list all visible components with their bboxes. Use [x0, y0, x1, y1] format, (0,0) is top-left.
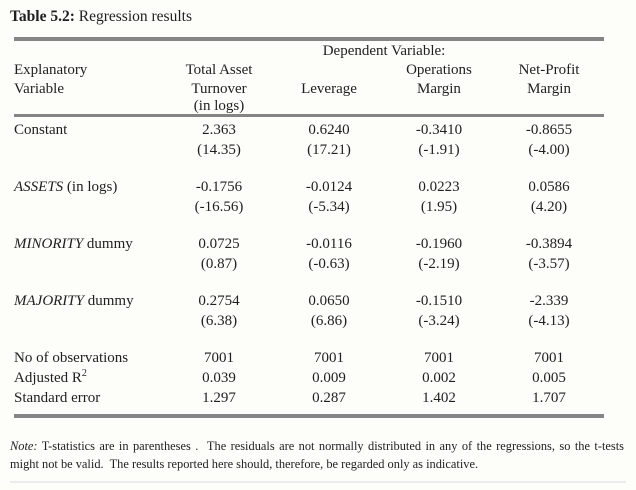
empty-cell [274, 61, 384, 80]
tstat-cell: (-4.13) [528, 313, 570, 329]
table-row: (6.38) (6.86) (-3.24) (-4.13) [14, 311, 604, 331]
empty-cell [14, 197, 164, 217]
stats-row: Adjusted R2 0.039 0.009 0.002 0.005 [14, 368, 604, 388]
coef-cell: 0.0650 [308, 293, 350, 309]
empty-cell [14, 39, 164, 61]
col-header-operations: Operations [406, 62, 472, 78]
table-note: Note: T-statistics are in parentheses . … [10, 437, 624, 473]
tstat-cell: (1.95) [420, 199, 458, 215]
table-row: Constant 2.363 0.6240 -0.3410 -0.8655 [14, 120, 604, 140]
tstat-cell: (6.86) [310, 313, 348, 329]
stat-value-cell: 7001 [204, 350, 234, 366]
row-label-constant: Constant [14, 122, 68, 138]
note-text: T-statistics are in parentheses . The re… [10, 439, 624, 471]
table-row: (-16.56) (-5.34) (1.95) (4.20) [14, 197, 604, 217]
coef-cell: 2.363 [202, 122, 236, 138]
col-header-leverage: Leverage [301, 81, 357, 97]
stat-value-cell: 0.009 [312, 370, 346, 386]
tstat-cell: (-16.56) [194, 199, 244, 215]
coef-cell: 0.0223 [418, 179, 460, 195]
coef-cell: -0.0116 [306, 236, 352, 252]
table-title: Table 5.2: Regression results [10, 0, 636, 26]
col-header-turnover: Turnover [191, 81, 247, 97]
table-row: MINORITY dummy 0.0725 -0.0116 -0.1960 -0… [14, 234, 604, 254]
explanatory-header-line1: Explanatory [14, 62, 88, 78]
tstat-cell: (-5.34) [308, 199, 350, 215]
empty-cell [14, 311, 164, 331]
stat-value-cell: 7001 [314, 350, 344, 366]
coef-cell: -0.1510 [415, 293, 463, 309]
tstat-cell: (-3.57) [528, 256, 570, 272]
coef-cell: 0.6240 [308, 122, 350, 138]
spacer [14, 408, 604, 416]
stat-value-cell: 1.402 [422, 390, 456, 406]
row-label-minority: MINORITY dummy [14, 236, 133, 252]
row-label-assets: ASSETS (in logs) [14, 179, 118, 195]
note-label: Note: [10, 439, 38, 453]
stat-label-observations: No of observations [14, 350, 129, 366]
col-header-in-logs: (in logs) [164, 99, 274, 117]
spacer [14, 274, 604, 291]
faint-bottom-rule [10, 481, 626, 483]
tstat-cell: (17.21) [307, 142, 351, 158]
stats-row: Standard error 1.297 0.287 1.402 1.707 [14, 388, 604, 408]
tstat-cell: (-4.00) [528, 142, 570, 158]
stat-value-cell: 0.005 [532, 370, 566, 386]
table-row: (0.87) (-0.63) (-2.19) (-3.57) [14, 254, 604, 274]
coef-cell: -0.8655 [525, 122, 573, 138]
table-title-number: Table 5.2: [10, 8, 75, 25]
tstat-cell: (14.35) [197, 142, 241, 158]
tstat-cell: (-2.19) [418, 256, 460, 272]
spacer [14, 331, 604, 348]
stat-label-adjusted-r2: Adjusted R2 [14, 368, 87, 387]
empty-cell [384, 99, 494, 117]
dependent-variable-header: Dependent Variable: [322, 43, 446, 59]
stat-label-standard-error: Standard error [14, 390, 101, 406]
tstat-cell: (4.20) [530, 199, 568, 215]
stat-value-cell: 7001 [534, 350, 565, 366]
tstat-cell: (6.38) [200, 313, 238, 329]
r2-superscript: 2 [81, 368, 87, 379]
empty-cell [274, 99, 384, 117]
tstat-cell: (0.87) [200, 256, 238, 272]
coef-cell: -0.1960 [415, 236, 463, 252]
row-label-majority: MAJORITY dummy [14, 293, 134, 309]
tstat-cell: (-0.63) [308, 256, 350, 272]
col-header-operations-margin: Margin [417, 81, 461, 97]
spacer [14, 160, 604, 177]
table-title-text: Regression results [74, 8, 192, 25]
coef-cell: 0.0586 [528, 179, 570, 195]
table-row: (14.35) (17.21) (-1.91) (-4.00) [14, 140, 604, 160]
stat-value-cell: 7001 [424, 350, 454, 366]
table-row: ASSETS (in logs) -0.1756 -0.0124 0.0223 … [14, 177, 604, 197]
col-header-total-asset: Total Asset [185, 62, 253, 78]
empty-cell [14, 254, 164, 274]
empty-cell [14, 140, 164, 160]
coef-cell: -0.3410 [415, 122, 463, 138]
coef-cell: -2.339 [529, 293, 569, 309]
coef-cell: -0.0124 [305, 179, 353, 195]
stat-value-cell: 1.297 [202, 390, 236, 406]
stat-value-cell: 0.287 [312, 390, 346, 406]
stats-row: No of observations 7001 7001 7001 7001 [14, 348, 604, 368]
coef-cell: 0.0725 [198, 236, 240, 252]
col-header-net-profit: Net-Profit [518, 62, 580, 78]
col-header-net-profit-margin: Margin [527, 81, 571, 97]
empty-cell [494, 99, 605, 117]
regression-table: Dependent Variable: Explanatory Total As… [14, 37, 605, 418]
empty-cell [14, 99, 164, 117]
coef-cell: -0.1756 [195, 179, 243, 195]
stat-value-cell: 0.039 [202, 370, 236, 386]
coef-cell: 0.2754 [198, 293, 240, 309]
coef-cell: -0.3894 [525, 236, 573, 252]
explanatory-header-line2: Variable [14, 81, 64, 97]
table-row: MAJORITY dummy 0.2754 0.0650 -0.1510 -2.… [14, 291, 604, 311]
stat-value-cell: 1.707 [532, 390, 566, 406]
spacer [14, 217, 604, 234]
tstat-cell: (-1.91) [418, 142, 460, 158]
tstat-cell: (-3.24) [418, 313, 460, 329]
stat-value-cell: 0.002 [422, 370, 456, 386]
